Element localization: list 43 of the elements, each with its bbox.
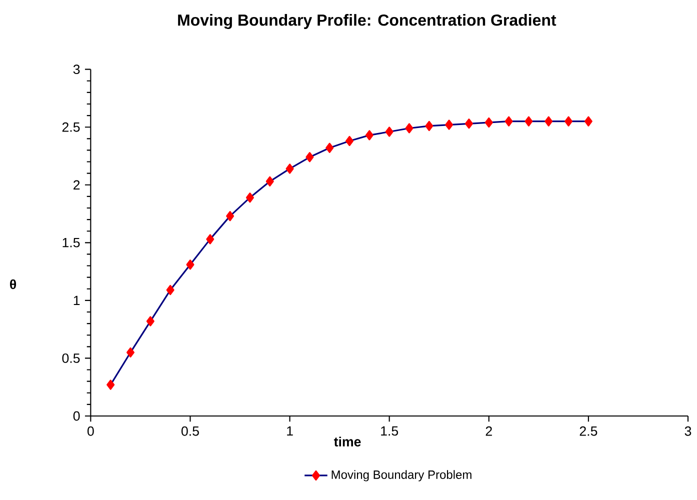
- point: [306, 152, 314, 162]
- x-axis-title: time: [334, 436, 361, 446]
- y-tick-label: 1.5: [62, 238, 80, 248]
- point: [425, 120, 434, 132]
- point: [326, 142, 334, 153]
- point: [544, 116, 553, 126]
- point: [206, 234, 214, 244]
- point: [445, 120, 454, 130]
- x-tick-label: 2.5: [580, 426, 598, 436]
- x-tick-label: 1.5: [381, 426, 398, 436]
- chart-title: Moving Boundary Profile: Concentration Gradient: [178, 14, 556, 30]
- point: [286, 164, 294, 174]
- y-tick-label: 1: [74, 296, 80, 306]
- point: [385, 126, 394, 137]
- point: [126, 347, 134, 358]
- point: [504, 116, 513, 126]
- x-tick-label: 3: [684, 426, 692, 436]
- point: [584, 116, 592, 126]
- x-tick-label: 0.5: [181, 426, 199, 436]
- point: [524, 116, 533, 126]
- y-tick-label: 0.5: [62, 353, 80, 363]
- point: [146, 316, 154, 326]
- point: [484, 117, 493, 128]
- legend-label: Moving Boundary Problem: [332, 470, 472, 482]
- y-tick-label: 2.5: [62, 122, 80, 132]
- y-axis-title: θ: [10, 279, 16, 290]
- y-tick-label: 3: [73, 64, 80, 74]
- point: [464, 118, 473, 129]
- point: [106, 380, 115, 390]
- point: [226, 211, 234, 222]
- point: [346, 136, 354, 146]
- point: [266, 176, 274, 186]
- x-tick-label: 0: [87, 426, 94, 436]
- x-tick-label: 1: [287, 426, 293, 436]
- y-tick-label: 2: [74, 180, 80, 190]
- y-tick-label: 0: [73, 411, 80, 421]
- point: [365, 130, 374, 140]
- point: [186, 260, 194, 270]
- point: [246, 192, 254, 203]
- point: [564, 116, 573, 126]
- x-tick-label: 2: [486, 426, 492, 436]
- point: [405, 123, 414, 134]
- point: [166, 284, 174, 296]
